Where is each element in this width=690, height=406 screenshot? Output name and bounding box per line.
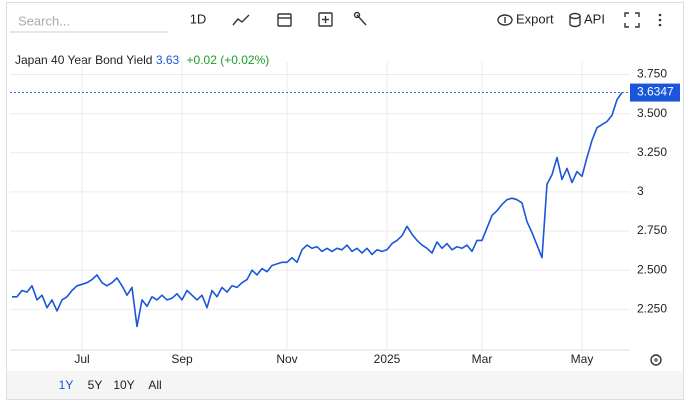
range-button[interactable]: All (148, 378, 161, 392)
x-tick-label: Nov (276, 352, 297, 366)
interval-button[interactable]: 1D (190, 11, 207, 26)
x-tick-label: Jul (74, 352, 89, 366)
chart-type-icon[interactable] (232, 14, 250, 26)
y-tick-label: 3.750 (637, 67, 667, 81)
x-tick-label: May (571, 352, 594, 366)
export-button[interactable]: Export (497, 11, 554, 26)
y-tick-label: 3.500 (637, 106, 667, 120)
y-tick-label: 3 (637, 184, 644, 198)
x-tick-label: Mar (472, 352, 493, 366)
chart-title: Japan 40 Year Bond Yield (15, 53, 152, 67)
fullscreen-icon[interactable] (624, 12, 640, 28)
y-tick-label: 2.750 (637, 223, 667, 237)
search-box[interactable]: Search... (18, 13, 70, 28)
toolbar: Search... 1D Export API (10, 11, 662, 33)
range-button[interactable]: 1Y (59, 378, 74, 392)
x-tick-label: Sep (171, 352, 193, 366)
range-button[interactable]: 10Y (113, 378, 134, 392)
api-label[interactable]: API (584, 11, 605, 26)
plot: 2.250 2.500 2.750 3 3.250 3.500 3.750 Jul Sep Nov… (10, 62, 680, 366)
last-value: 3.63 (156, 53, 180, 67)
y-tick-label: 3.250 (637, 145, 667, 159)
chart-header: Japan 40 Year Bond Yield 3.63 +0.02 (+0.… (15, 53, 269, 67)
series-line (12, 92, 623, 328)
export-label[interactable]: Export (516, 11, 554, 26)
calendar-icon[interactable] (277, 13, 292, 27)
x-tick-label: 2025 (374, 352, 401, 366)
range-buttons: 1Y 5Y 10Y All (59, 378, 162, 392)
y-tick-label: 2.250 (637, 301, 667, 315)
range-bar (7, 371, 683, 399)
y-tick-label: 2.500 (637, 262, 667, 276)
last-value-label: 3.6347 (637, 85, 674, 99)
widget-frame (6, 2, 684, 400)
change: +0.02 (+0.02%) (187, 53, 270, 67)
add-indicator-icon[interactable] (318, 12, 333, 27)
tools-icon[interactable] (353, 11, 367, 26)
last-value-box (630, 83, 680, 102)
api-button[interactable]: API (569, 11, 605, 28)
menu-icon[interactable] (658, 13, 662, 27)
settings-icon[interactable] (650, 354, 662, 366)
range-button[interactable]: 5Y (88, 378, 103, 392)
